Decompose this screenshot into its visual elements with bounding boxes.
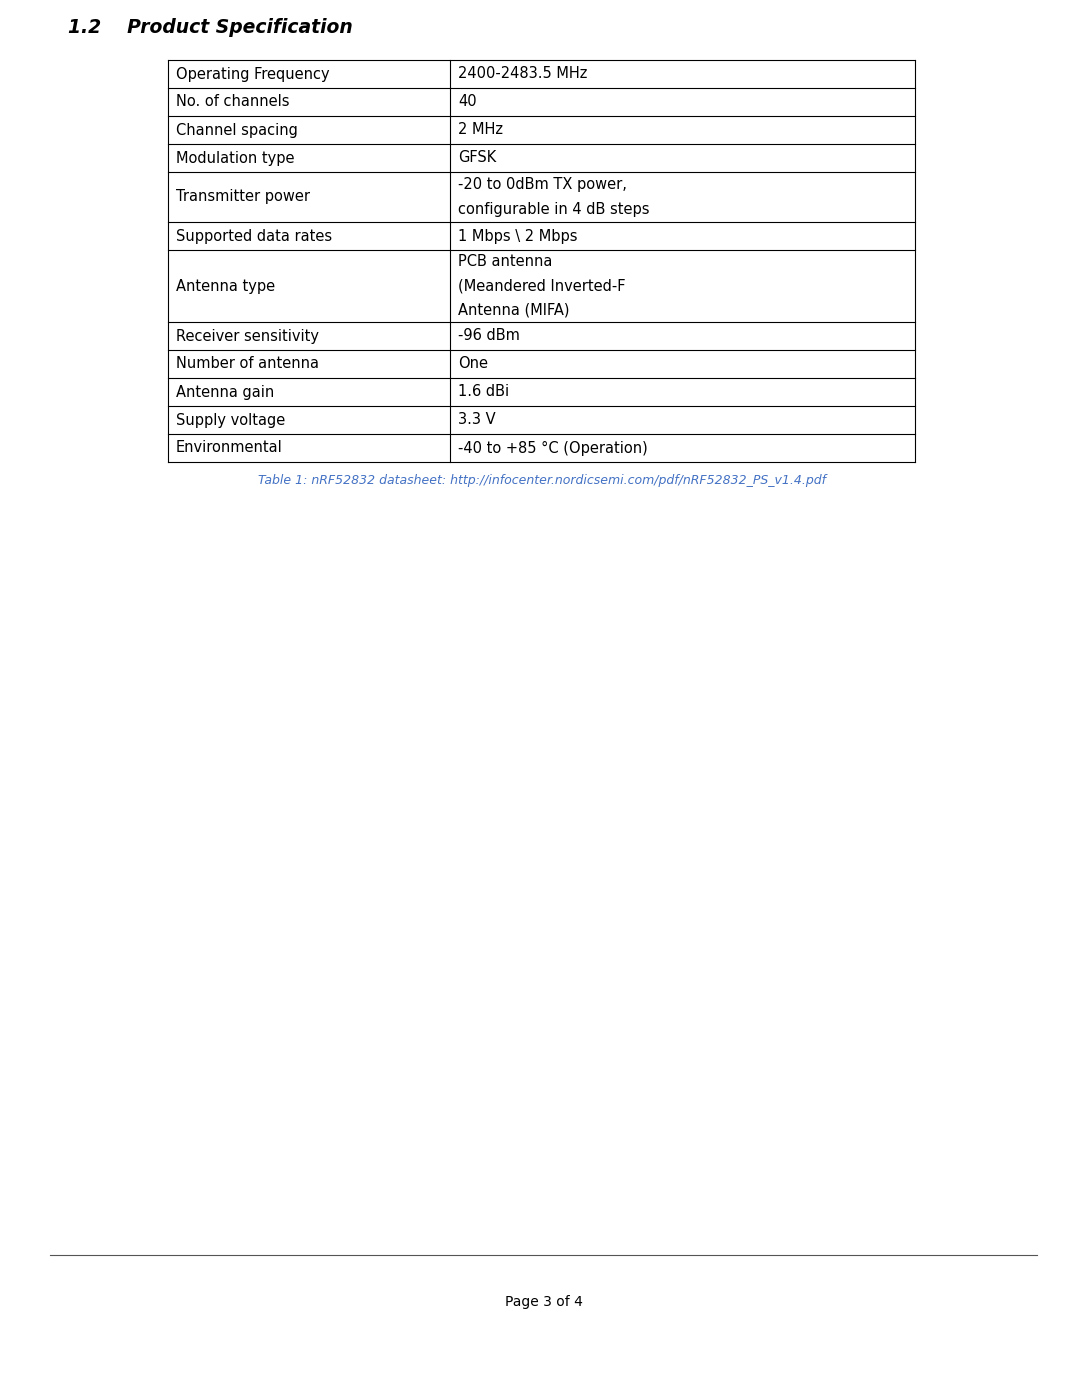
Bar [168,60,915,88]
Text: Environmental: Environmental [176,441,283,456]
Bar [168,406,915,434]
Text: (Meandered Inverted-F: (Meandered Inverted-F [458,279,625,294]
Text: No. of channels: No. of channels [176,95,289,110]
Text: Channel spacing: Channel spacing [176,122,298,137]
Text: 1.6 dBi: 1.6 dBi [458,384,509,400]
Text: 40: 40 [458,95,476,110]
Text: Supported data rates: Supported data rates [176,228,333,243]
Bar [168,434,915,461]
Text: Supply voltage: Supply voltage [176,412,285,427]
Text: Modulation type: Modulation type [176,151,295,166]
Text: 1.2    Product Specification: 1.2 Product Specification [68,18,353,37]
Text: 3.3 V: 3.3 V [458,412,496,427]
Text: 2 MHz: 2 MHz [458,122,503,137]
Text: Page 3 of 4: Page 3 of 4 [504,1295,583,1308]
Text: Receiver sensitivity: Receiver sensitivity [176,328,318,343]
Text: One: One [458,357,488,372]
Bar [168,88,915,115]
Bar [168,172,915,222]
Text: -20 to 0dBm TX power,: -20 to 0dBm TX power, [458,177,627,192]
Text: Table 1: nRF52832 datasheet: http://infocenter.nordicsemi.com/pdf/nRF52832_PS_v1: Table 1: nRF52832 datasheet: http://info… [258,474,825,487]
Bar [168,144,915,172]
Bar [168,222,915,250]
Bar [168,378,915,406]
Bar [168,115,915,144]
Text: -96 dBm: -96 dBm [458,328,520,343]
Text: Transmitter power: Transmitter power [176,189,310,205]
Text: 1 Mbps \ 2 Mbps: 1 Mbps \ 2 Mbps [458,228,577,243]
Text: GFSK: GFSK [458,151,497,166]
Text: configurable in 4 dB steps: configurable in 4 dB steps [458,202,650,217]
Text: PCB antenna: PCB antenna [458,254,552,269]
Bar [168,350,915,378]
Text: Antenna gain: Antenna gain [176,384,274,400]
Text: Antenna (MIFA): Antenna (MIFA) [458,302,570,317]
Text: -40 to +85 °C (Operation): -40 to +85 °C (Operation) [458,441,648,456]
Text: Operating Frequency: Operating Frequency [176,66,329,81]
Text: Number of antenna: Number of antenna [176,357,318,372]
Text: 2400-2483.5 MHz: 2400-2483.5 MHz [458,66,587,81]
Text: Antenna type: Antenna type [176,279,275,294]
Bar [168,323,915,350]
Bar [168,250,915,323]
